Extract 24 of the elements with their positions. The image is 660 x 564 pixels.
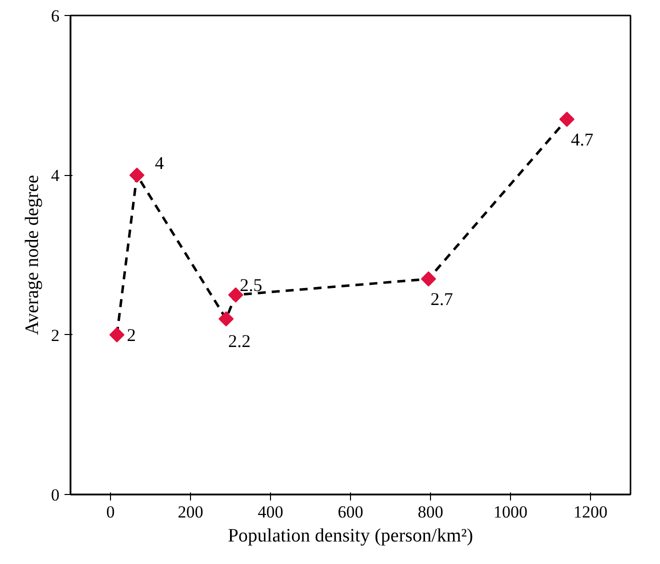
point <box>129 168 144 183</box>
x-tick-label: 1200 <box>574 502 608 522</box>
x-tick-label: 0 <box>106 502 115 522</box>
point <box>559 112 574 127</box>
x-tick-label: 200 <box>178 502 204 522</box>
point <box>218 311 234 326</box>
data-label: 2.7 <box>430 288 453 309</box>
data-label: 2 <box>126 324 136 345</box>
point <box>420 271 436 287</box>
y-tick-label: 0 <box>51 486 60 504</box>
y-axis-title: Average node degree <box>22 175 43 335</box>
x-tick-label: 1000 <box>494 502 528 522</box>
x-tick-label: 400 <box>258 502 284 522</box>
y-tick-label: 4 <box>51 166 60 186</box>
x-axis-title: Population density (person/km²) <box>228 526 474 546</box>
point <box>109 327 124 342</box>
y-tick-label: 2 <box>51 326 60 345</box>
data-label: 4 <box>154 153 164 174</box>
y-tick-label: 6 <box>51 6 60 26</box>
data-label: 4.7 <box>570 129 594 150</box>
x-tick-label: 800 <box>418 502 444 522</box>
x-tick-label: 600 <box>338 502 364 522</box>
data-label: 2.5 <box>240 274 262 295</box>
data-label: 2.2 <box>228 330 251 351</box>
